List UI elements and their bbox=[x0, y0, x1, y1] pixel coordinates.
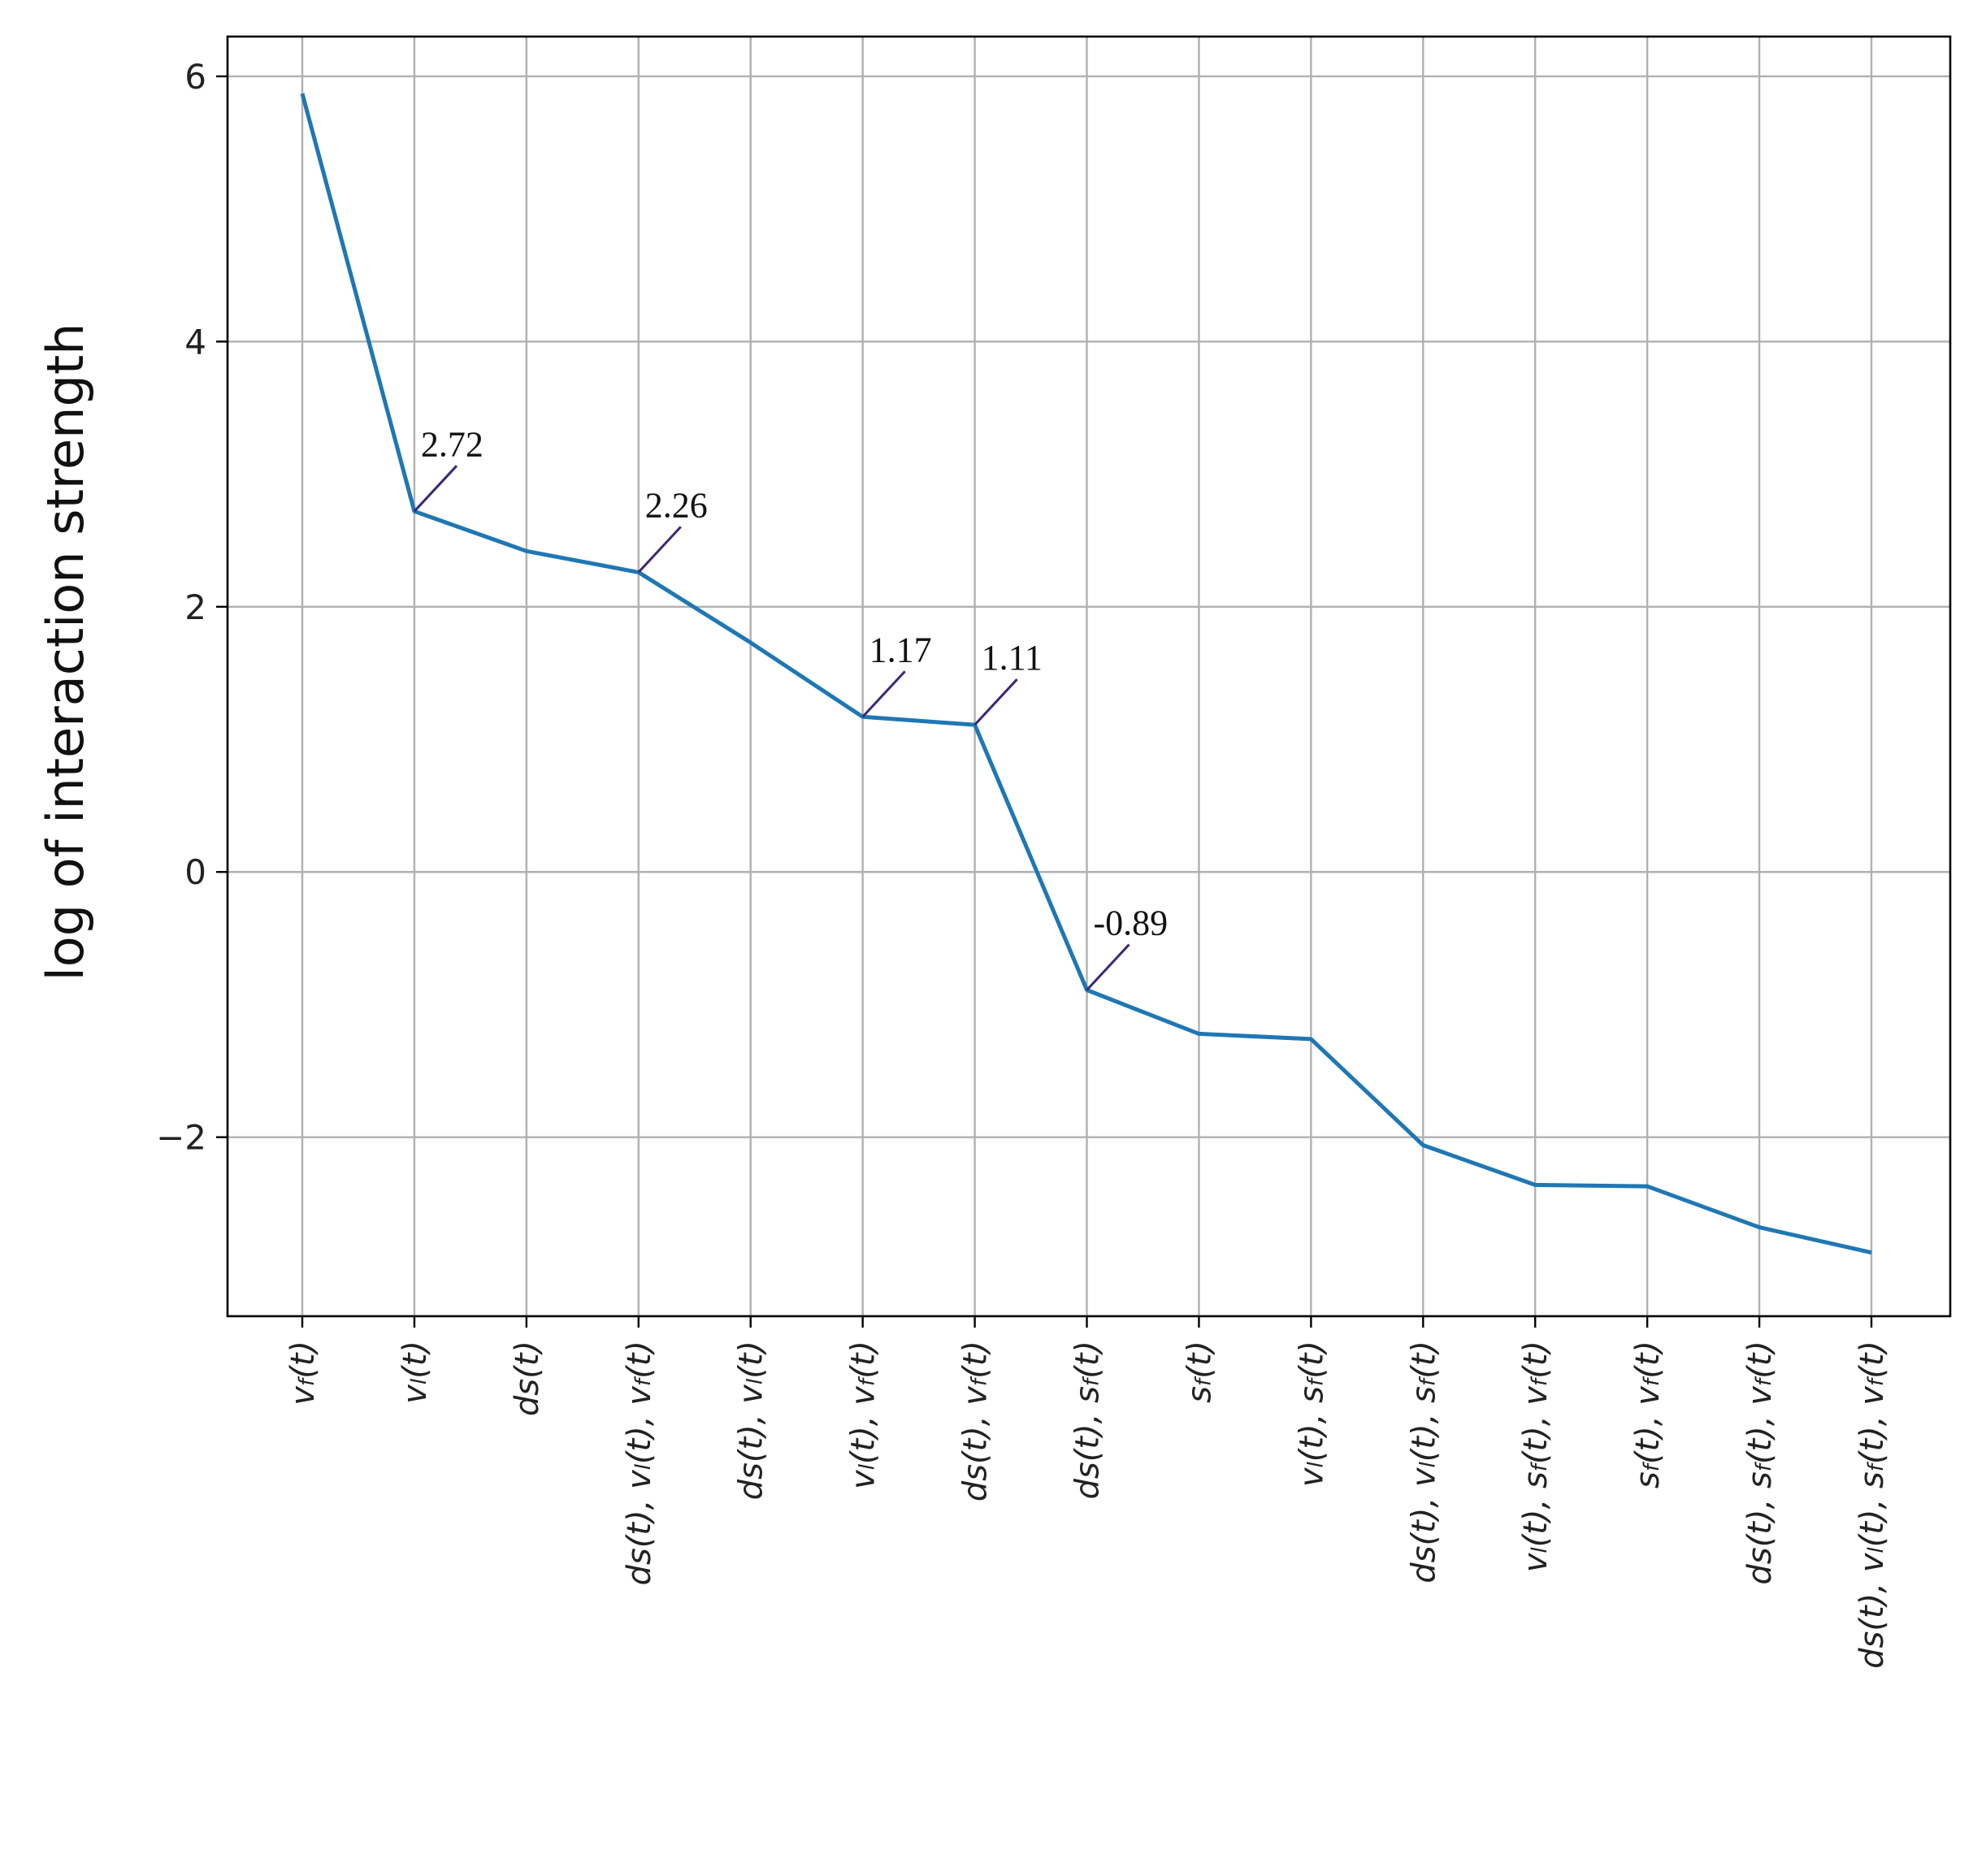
y-axis-label: log of interaction strength bbox=[36, 323, 95, 981]
x-tick-label: vl(t), vf(t) bbox=[845, 1341, 882, 1489]
x-tick-label: ds(t), vf(t) bbox=[957, 1341, 995, 1501]
annotation-label: 2.26 bbox=[645, 485, 708, 525]
annotation-label: 1.11 bbox=[982, 638, 1043, 678]
x-axis-ticks: vf(t) vl(t) ds(t) ds(t), vl(t), vf(t) ds(t),… bbox=[284, 1316, 1891, 1669]
y-axis-ticks: 6 4 2 0 −2 bbox=[156, 57, 228, 1158]
x-tick-label: ds(t), vl(t), sf(t) bbox=[1405, 1341, 1442, 1584]
annotation-label: 2.72 bbox=[421, 424, 483, 464]
x-tick-label: vl(t) bbox=[397, 1341, 434, 1404]
x-tick-label: ds(t), vl(t) bbox=[733, 1341, 770, 1500]
y-tick-label: 4 bbox=[184, 322, 206, 362]
x-tick-label: vf(t) bbox=[284, 1341, 322, 1406]
annotation-leader bbox=[861, 670, 906, 718]
x-tick-label: vl(t), sf(t) bbox=[1293, 1341, 1330, 1487]
x-tick-label: ds(t) bbox=[509, 1341, 546, 1416]
x-tick-label: ds(t), vl(t), sf(t), vf(t) bbox=[1854, 1341, 1891, 1669]
y-tick-label: −2 bbox=[156, 1118, 206, 1158]
annotation-leader bbox=[973, 678, 1018, 726]
y-tick-label: 0 bbox=[184, 852, 206, 892]
annotation-label: -0.89 bbox=[1094, 903, 1169, 942]
y-tick-label: 6 bbox=[184, 57, 206, 97]
annotation-leader bbox=[1086, 943, 1130, 991]
annotation-leader bbox=[413, 465, 458, 513]
x-tick-label: ds(t), sf(t) bbox=[1069, 1341, 1107, 1499]
x-tick-label: sf(t), vf(t) bbox=[1629, 1341, 1667, 1488]
grid-lines bbox=[228, 37, 1950, 1316]
plot-frame bbox=[226, 35, 1952, 1318]
annotation-label: 1.17 bbox=[869, 630, 932, 669]
x-tick-label: ds(t), vl(t), vf(t) bbox=[621, 1341, 658, 1586]
x-tick-label: sf(t) bbox=[1181, 1341, 1218, 1403]
y-tick-label: 2 bbox=[184, 587, 206, 627]
series-line bbox=[300, 93, 1872, 1255]
annotation-leader bbox=[637, 526, 682, 574]
x-tick-label: ds(t), sf(t), vf(t) bbox=[1741, 1341, 1779, 1585]
x-tick-label: vl(t), sf(t), vf(t) bbox=[1517, 1341, 1555, 1572]
annotations: 2.72 2.26 1.17 1.11 -0.89 bbox=[413, 424, 1169, 991]
series-line-layer bbox=[300, 93, 1872, 1255]
